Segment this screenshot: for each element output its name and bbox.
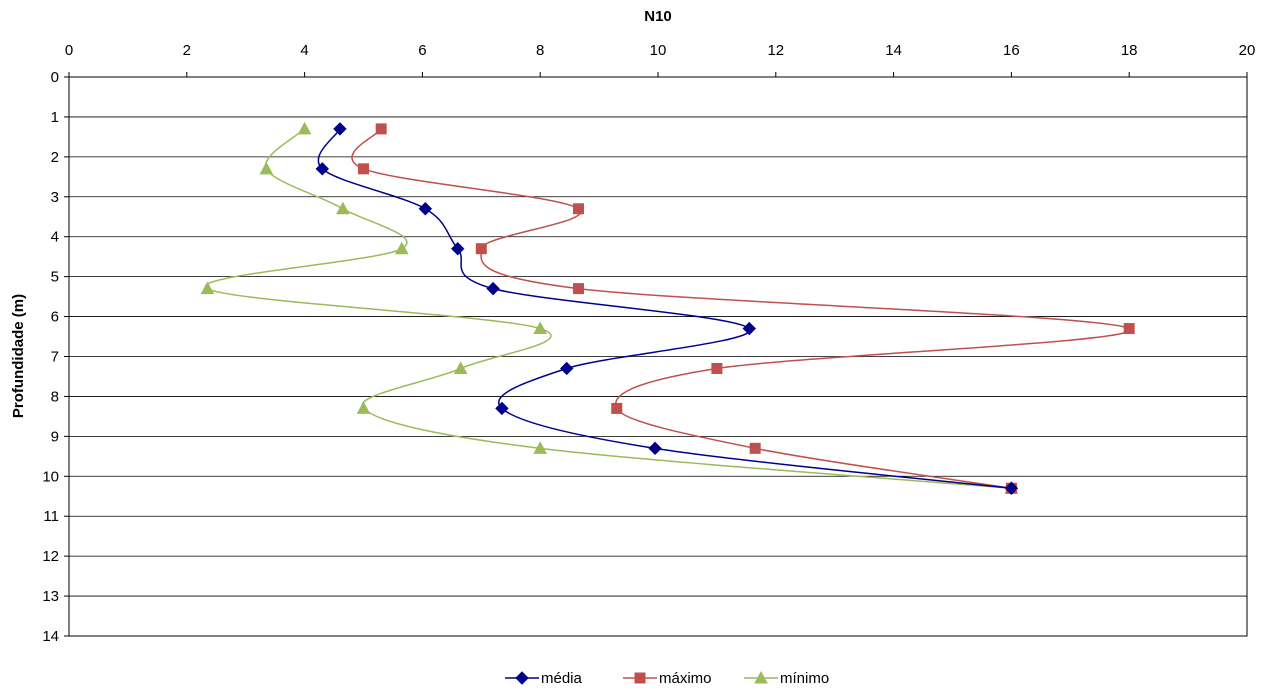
data-point: [451, 241, 465, 256]
legend: média máximo mínimo: [505, 670, 829, 687]
legend-item-1: máximo: [623, 670, 712, 687]
data-point: [259, 161, 274, 175]
series-1: [351, 123, 1135, 494]
data-point: [453, 361, 468, 374]
y-tick-label: 4: [51, 229, 59, 246]
data-point: [533, 321, 548, 335]
y-tick-label: 5: [51, 269, 59, 286]
data-point: [1123, 323, 1135, 335]
legend-item-0: média: [505, 670, 583, 687]
data-point: [742, 321, 757, 336]
grid-layer: [69, 76, 1247, 637]
data-point: [336, 201, 350, 215]
x-tick-label: 14: [885, 42, 902, 59]
series-line: [351, 128, 1131, 490]
data-point: [1004, 481, 1019, 495]
legend-marker: [515, 671, 529, 685]
data-point: [297, 121, 312, 135]
data-point: [749, 442, 761, 454]
data-point: [611, 402, 623, 414]
legend-label: média: [541, 670, 583, 687]
series-line: [317, 128, 1012, 490]
x-tick-label: 0: [65, 42, 73, 59]
legend-item-2: mínimo: [744, 670, 829, 687]
x-tick-label: 18: [1121, 42, 1138, 59]
data-point: [375, 123, 387, 135]
data-point: [572, 283, 584, 295]
data-point: [333, 122, 347, 136]
series-2: [200, 121, 1019, 494]
y-tick-label: 3: [51, 189, 59, 206]
x-tick-label: 8: [536, 42, 544, 59]
x-tick-label: 2: [183, 42, 191, 59]
x-tick-label: 12: [767, 42, 784, 59]
legend-marker: [634, 672, 646, 684]
y-tick-label: 12: [42, 548, 59, 565]
series-layer: [200, 121, 1135, 495]
data-point: [559, 361, 574, 376]
y-axis-title: Profundidade (m): [10, 294, 27, 418]
x-tick-label: 4: [300, 42, 308, 59]
legend-marker: [754, 670, 768, 684]
y-tick-label: 2: [51, 149, 59, 166]
y-tick-label: 10: [42, 468, 59, 485]
legend-label: mínimo: [780, 670, 829, 687]
data-point: [648, 441, 662, 456]
data-point: [495, 401, 509, 416]
y-tick-label: 8: [51, 388, 59, 405]
data-point: [358, 163, 369, 175]
data-point: [418, 202, 433, 216]
y-tick-label: 14: [42, 628, 59, 645]
x-tick-label: 10: [650, 42, 667, 59]
data-point: [394, 241, 409, 255]
x-axis-title: N10: [644, 8, 672, 25]
data-point: [200, 281, 215, 295]
y-tick-label: 11: [43, 508, 59, 525]
x-tick-label: 16: [1003, 42, 1020, 59]
y-tick-label: 6: [51, 309, 59, 326]
y-tick-label: 0: [51, 69, 59, 86]
data-point: [533, 441, 548, 454]
x-tick-label: 6: [418, 42, 426, 59]
data-point: [572, 203, 584, 215]
data-point: [475, 243, 487, 255]
data-point: [356, 401, 371, 414]
data-point: [711, 362, 723, 374]
y-tick-label: 1: [51, 109, 59, 126]
y-tick-label: 13: [42, 588, 59, 605]
legend-label: máximo: [659, 670, 712, 687]
y-tick-label: 9: [51, 428, 59, 445]
data-point: [315, 162, 329, 176]
x-tick-label: 20: [1239, 42, 1256, 59]
data-point: [486, 281, 500, 296]
series-0: [315, 122, 1019, 495]
y-tick-label: 7: [51, 349, 59, 366]
